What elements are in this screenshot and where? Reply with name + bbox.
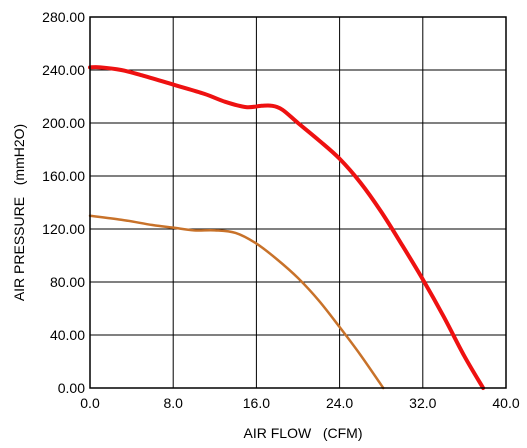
x-axis-title: AIR FLOW (CFM) xyxy=(244,425,363,441)
x-tick-label: 24.0 xyxy=(326,395,353,411)
x-tick-label: 0.0 xyxy=(80,395,100,411)
series-curves xyxy=(88,65,486,390)
y-tick-label: 80.00 xyxy=(50,274,85,290)
x-tick-label: 40.0 xyxy=(492,395,519,411)
plot-frame xyxy=(89,16,507,389)
y-axis-title: AIR PRESSURE (mmH2O) xyxy=(11,124,27,301)
y-tick-labels: 0.00 40.00 80.00 120.00 160.00 200.00 240.00 28… xyxy=(42,9,85,396)
y-tick-label: 0.00 xyxy=(58,380,85,396)
y-tick-label: 200.00 xyxy=(42,115,85,131)
x-tick-label: 16.0 xyxy=(243,395,270,411)
x-tick-labels: 0.0 8.0 16.0 24.0 32.0 40.0 xyxy=(80,395,520,411)
y-tick-label: 40.00 xyxy=(50,327,85,343)
y-tick-label: 160.00 xyxy=(42,168,85,184)
series-line-upper xyxy=(88,65,486,390)
y-tick-label: 120.00 xyxy=(42,221,85,237)
grid-lines xyxy=(90,17,506,388)
x-tick-label: 8.0 xyxy=(163,395,183,411)
y-tick-label: 240.00 xyxy=(42,62,85,78)
y-tick-label: 280.00 xyxy=(42,9,85,25)
series-line-lower xyxy=(88,214,385,390)
x-tick-label: 32.0 xyxy=(409,395,436,411)
